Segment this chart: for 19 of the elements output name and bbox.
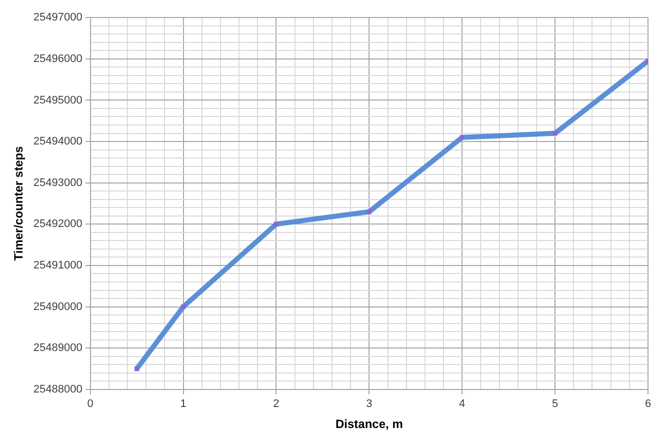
y-tick-label: 25491000	[33, 260, 82, 272]
y-tick-label: 25490000	[33, 300, 82, 313]
x-axis-title: Distance, m	[335, 417, 403, 432]
x-tick-label: 4	[459, 398, 466, 410]
y-axis-title: Timer/counter steps	[12, 146, 26, 261]
y-tick-label: 25496000	[33, 52, 82, 65]
y-tick-label: 25495000	[33, 94, 82, 106]
x-tick-label: 6	[644, 398, 652, 410]
y-tick-label: 25492000	[33, 218, 82, 230]
y-tick-label: 25493000	[33, 176, 82, 189]
y-tick-label: 25489000	[33, 342, 82, 354]
y-tick-label: 25497000	[33, 12, 82, 24]
x-tick-label: 3	[366, 398, 372, 410]
x-tick-label: 0	[87, 398, 94, 410]
x-tick-label: 1	[180, 398, 186, 410]
x-tick-label: 2	[273, 398, 280, 410]
y-tick-label: 25494000	[33, 136, 82, 148]
x-tick-label: 5	[552, 398, 558, 410]
y-tick-label: 25488000	[33, 383, 82, 396]
